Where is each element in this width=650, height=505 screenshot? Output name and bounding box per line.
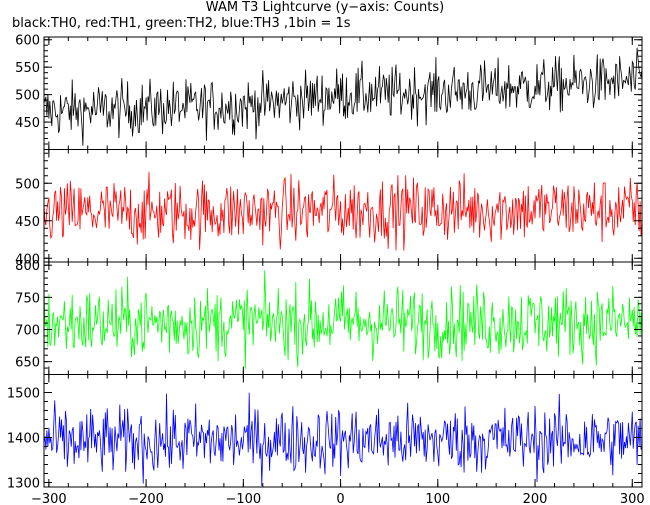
x-tick-label: 0 [336,492,344,505]
panel-frame-th3 [43,374,643,488]
x-tick-label: −300 [31,492,67,505]
y-tick-label-th1: 500 [15,177,40,192]
y-tick-label-th3: 1300 [7,477,40,492]
chart-title: WAM T3 Lightcurve (y−axis: Counts) [205,0,445,15]
x-tick-label: −200 [128,492,164,505]
chart-subtitle: black:TH0, red:TH1, green:TH2, blue:TH3 … [12,16,351,31]
x-tick-label: 100 [425,492,450,505]
x-tick-label: −100 [225,492,261,505]
series-line-th0 [43,47,643,146]
series-line-th2 [43,270,643,369]
series-line-th1 [43,171,643,251]
y-tick-label-th1: 400 [15,252,40,267]
y-tick-label-th2: 750 [15,291,40,306]
y-tick-label-th2: 800 [15,259,40,274]
y-tick-label-th3: 1500 [7,387,40,402]
y-tick-label-th1: 450 [15,215,40,230]
y-tick-label-th2: 700 [15,324,40,339]
series-line-th3 [43,392,643,487]
y-tick-label-th0: 500 [15,89,40,104]
y-tick-label-th2: 650 [15,356,40,371]
x-tick-label: 200 [523,492,548,505]
y-tick-label-th0: 450 [15,116,40,131]
y-tick-label-th0: 600 [15,34,40,49]
x-tick-label: 300 [620,492,645,505]
y-tick-label-th0: 550 [15,61,40,76]
y-tick-label-th3: 1400 [7,432,40,447]
